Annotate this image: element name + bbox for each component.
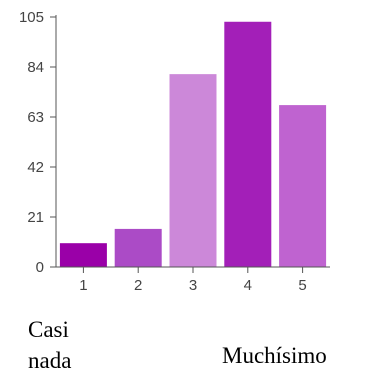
x-tick-label: 1	[79, 277, 87, 294]
y-tick-label: 21	[27, 209, 44, 226]
y-tick-label: 63	[27, 109, 44, 126]
bar-4	[224, 21, 272, 268]
y-tick-label: 0	[36, 259, 44, 276]
scale-left-label: Casi nada	[28, 317, 72, 373]
bar-3	[169, 74, 217, 268]
bar-2	[114, 228, 162, 267]
bar-5	[279, 105, 327, 267]
bar-1	[59, 243, 107, 267]
bars	[59, 21, 327, 268]
x-tick-label: 5	[298, 277, 306, 294]
x-tick-label: 4	[244, 277, 252, 294]
y-axis: 0 21 42 63 84 105	[19, 9, 57, 276]
bar-chart: 0 21 42 63 84 105 1 2 3 4 5	[19, 9, 330, 294]
x-tick-label: 2	[134, 277, 142, 294]
scale-right-label: Muchísimo	[222, 343, 327, 368]
chart-svg: 0 21 42 63 84 105 1 2 3 4 5	[19, 9, 330, 294]
y-tick-label: 42	[27, 159, 44, 176]
x-tick-label: 3	[189, 277, 197, 294]
y-tick-label: 84	[27, 59, 44, 76]
y-tick-label: 105	[19, 9, 44, 26]
x-axis: 1 2 3 4 5	[56, 266, 330, 294]
